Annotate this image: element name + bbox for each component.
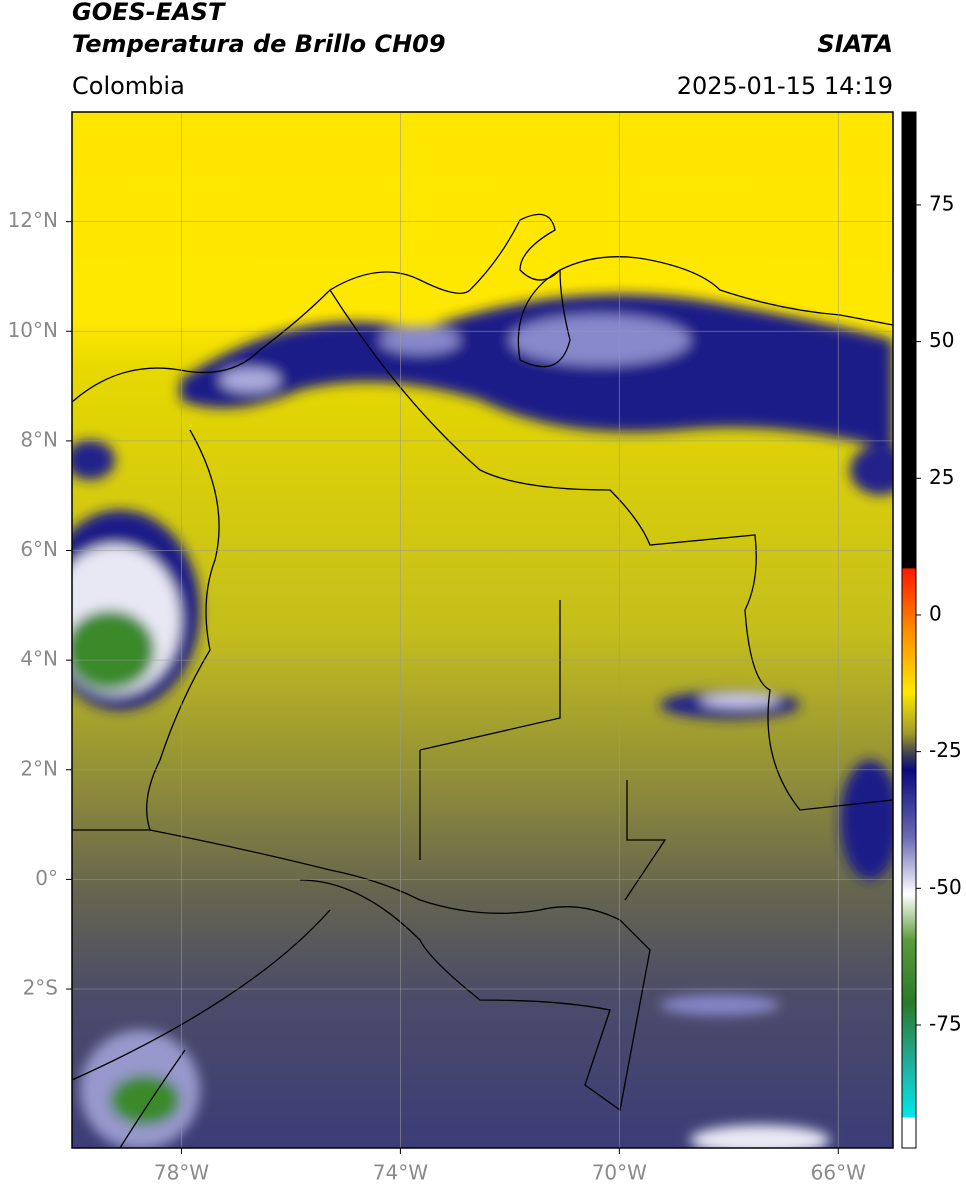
- colorbar-tick-label: 0: [929, 601, 942, 625]
- source: SIATA: [817, 30, 893, 58]
- colorbar-tick-label: -50: [929, 875, 962, 899]
- y-tick-label: 2°S: [23, 976, 58, 1000]
- region: Colombia: [72, 72, 185, 100]
- colorbar: [901, 111, 917, 1149]
- colorbar-tick-label: -75: [929, 1011, 962, 1035]
- y-tick-label: 10°N: [8, 318, 58, 342]
- map-image: [72, 112, 893, 1148]
- colorbar-tick-label: -25: [929, 738, 962, 762]
- y-tick-label: 4°N: [20, 647, 58, 671]
- x-tick-label: 66°W: [811, 1161, 866, 1185]
- x-tick-label: 74°W: [373, 1161, 428, 1185]
- map-frame: [71, 111, 894, 1149]
- colorbar-tick-label: 25: [929, 465, 954, 489]
- colorbar-tick-label: 50: [929, 328, 954, 352]
- title: GOES-EAST: [72, 0, 226, 26]
- y-tick-label: 2°N: [20, 756, 58, 780]
- colorbar-tick-label: 75: [929, 191, 954, 215]
- y-tick-label: 0°: [35, 866, 58, 890]
- subtitle: Temperatura de Brillo CH09: [72, 30, 446, 58]
- y-tick-label: 8°N: [20, 427, 58, 451]
- x-tick-label: 78°W: [154, 1161, 209, 1185]
- x-tick-label: 70°W: [592, 1161, 647, 1185]
- timestamp: 2025-01-15 14:19: [677, 72, 893, 100]
- y-tick-label: 12°N: [8, 208, 58, 232]
- y-tick-label: 6°N: [20, 537, 58, 561]
- graticule: [72, 112, 893, 1148]
